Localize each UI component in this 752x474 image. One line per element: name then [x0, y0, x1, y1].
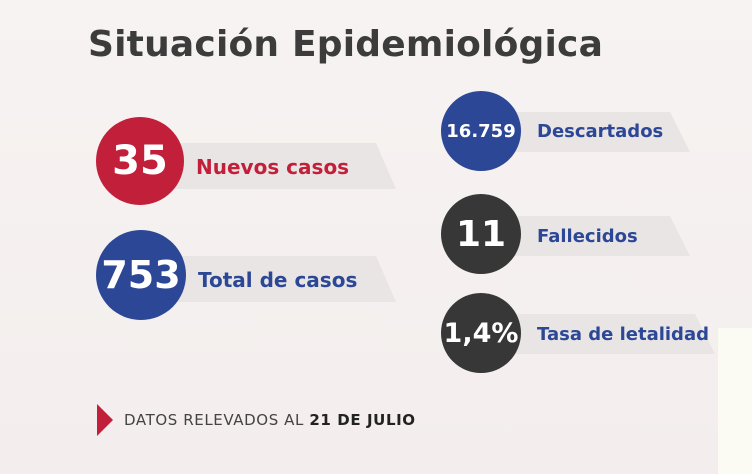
stat-value: 11	[455, 213, 507, 255]
footer-arrow-icon	[97, 404, 113, 436]
stat-band	[490, 112, 690, 152]
footer-date: 21 DE JULIO	[309, 411, 416, 429]
page-title: Situación Epidemiológica	[88, 24, 604, 65]
stat-value: 1,4%	[443, 317, 519, 349]
stat-band	[150, 143, 396, 189]
stat-label: Fallecidos	[537, 226, 638, 247]
stat-value-circle: 11	[441, 194, 521, 274]
stat-label: Nuevos casos	[196, 155, 350, 179]
stat-label: Total de casos	[198, 268, 358, 292]
stat-value-circle: 753	[96, 230, 186, 320]
stat-label: Tasa de letalidad	[537, 324, 709, 345]
footer-note: DATOS RELEVADOS AL 21 DE JULIO	[124, 411, 416, 429]
stat-value: 35	[112, 138, 168, 184]
stat-value: 16.759	[446, 120, 516, 142]
stat-label: Descartados	[537, 121, 664, 142]
footer-prefix: DATOS RELEVADOS AL	[124, 411, 310, 429]
stat-band	[150, 256, 396, 302]
overlay-panel-edge	[718, 328, 752, 474]
stat-band	[490, 216, 690, 256]
stat-value-circle: 35	[96, 117, 184, 205]
stat-value: 753	[101, 253, 181, 297]
stat-band	[490, 314, 715, 354]
stat-value-circle: 16.759	[441, 91, 521, 171]
stat-value-circle: 1,4%	[441, 293, 521, 373]
